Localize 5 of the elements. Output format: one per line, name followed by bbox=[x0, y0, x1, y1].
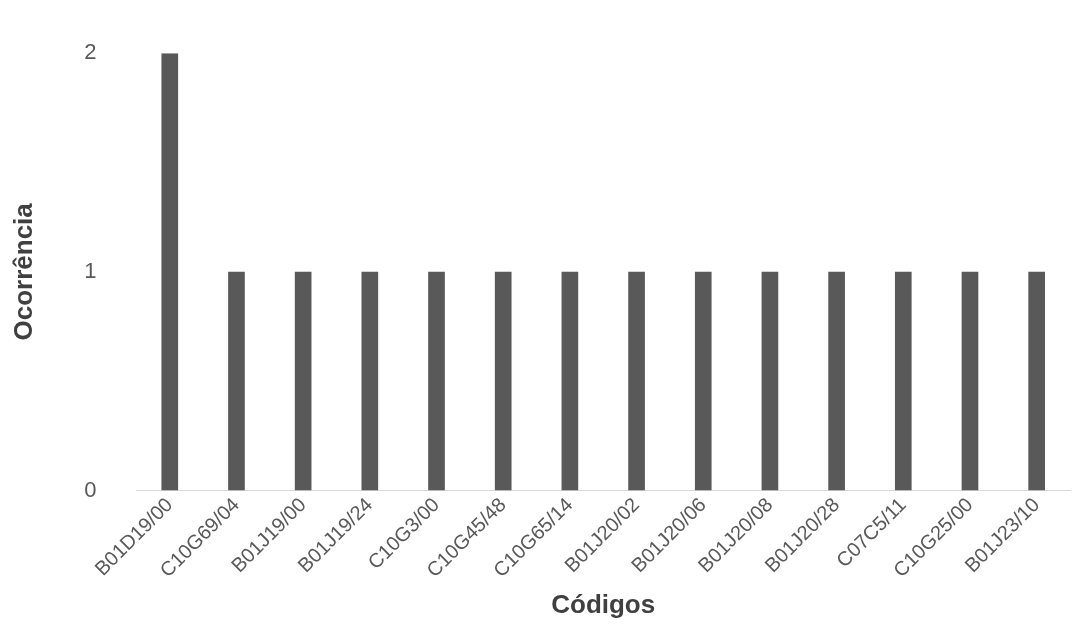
y-axis-title: Ocorrência bbox=[7, 202, 38, 341]
y-tick-label: 0 bbox=[84, 476, 97, 502]
y-tick-label: 2 bbox=[84, 39, 97, 65]
x-axis-title: Códigos bbox=[551, 588, 656, 619]
y-tick-label: 1 bbox=[84, 257, 97, 283]
